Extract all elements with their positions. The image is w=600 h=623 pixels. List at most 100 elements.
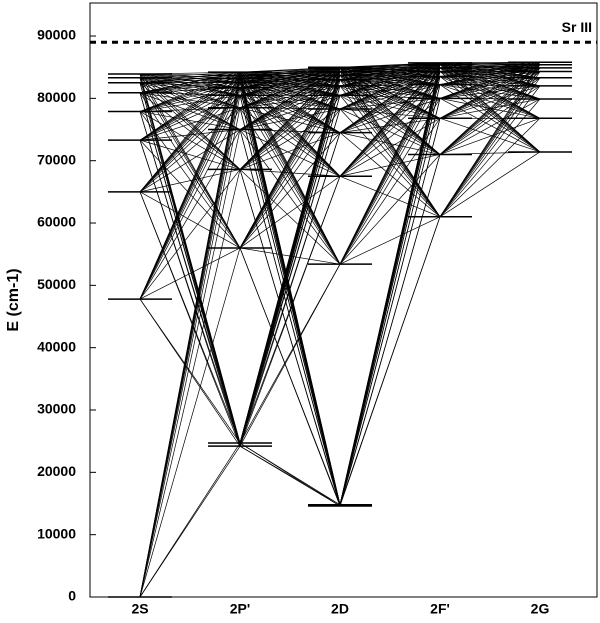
transition — [139, 72, 241, 300]
x-tick-label: 2D — [331, 601, 349, 617]
transition — [439, 85, 541, 218]
plot-frame — [89, 2, 598, 598]
transition — [339, 85, 441, 99]
transition — [439, 67, 541, 77]
transition — [239, 108, 341, 170]
transition — [139, 247, 241, 598]
transition — [339, 94, 441, 155]
transition — [239, 87, 341, 96]
transition — [239, 108, 341, 130]
transition — [439, 62, 541, 87]
transition — [339, 154, 441, 265]
transition — [239, 85, 341, 249]
transition — [339, 132, 441, 218]
transition — [339, 66, 441, 99]
transition — [439, 118, 541, 218]
transition — [239, 87, 341, 110]
transition — [239, 129, 341, 177]
transition — [339, 117, 441, 133]
transition — [139, 139, 241, 170]
transition — [239, 67, 341, 444]
transition — [339, 85, 441, 119]
transition — [339, 84, 441, 133]
transition — [439, 77, 541, 155]
transition — [139, 92, 241, 109]
transition — [239, 445, 341, 506]
transition — [239, 74, 341, 133]
transition — [139, 169, 241, 300]
transition — [139, 247, 241, 300]
transition — [239, 247, 341, 265]
transition — [139, 169, 241, 598]
x-tick-label: 2G — [531, 601, 550, 617]
transition — [339, 118, 441, 177]
transition — [239, 72, 341, 505]
y-tick-label: 30000 — [37, 401, 76, 417]
transition — [139, 73, 241, 89]
transition — [339, 95, 441, 218]
y-axis-label: E (cm-1) — [5, 268, 22, 331]
transition — [339, 118, 441, 265]
transition — [339, 118, 441, 505]
transition — [239, 169, 341, 505]
transition — [139, 111, 241, 130]
transition — [139, 87, 241, 141]
transition — [139, 87, 241, 94]
transition — [239, 107, 341, 177]
transition — [139, 298, 241, 444]
transition — [239, 442, 341, 506]
transition — [339, 108, 441, 155]
y-tick-label: 0 — [68, 588, 76, 604]
transition — [439, 151, 541, 218]
transition — [439, 84, 541, 119]
transition — [339, 76, 441, 265]
transition — [339, 76, 441, 133]
transition — [139, 82, 241, 109]
transition — [139, 82, 241, 96]
transition — [439, 62, 541, 69]
limit-label: Sr III — [562, 19, 592, 35]
transition — [139, 73, 241, 444]
transition — [339, 216, 441, 265]
transition — [439, 98, 541, 218]
transition — [439, 67, 541, 79]
transition — [339, 76, 441, 87]
transition — [339, 67, 441, 133]
transition — [239, 71, 341, 177]
transition — [139, 87, 241, 300]
transition — [439, 76, 541, 153]
transition — [239, 132, 341, 249]
transition — [339, 85, 441, 155]
transition — [239, 87, 341, 265]
transition — [239, 81, 341, 110]
transition — [339, 108, 441, 218]
transition — [439, 67, 541, 153]
transition — [239, 107, 341, 265]
transition — [139, 92, 241, 130]
transition — [339, 108, 441, 119]
x-tick-label: 2P' — [230, 601, 250, 617]
transition — [239, 71, 341, 81]
transition — [139, 111, 241, 170]
transition — [239, 81, 341, 96]
transition — [239, 78, 341, 87]
transition — [139, 73, 241, 109]
transition — [439, 117, 541, 153]
transition — [339, 71, 441, 87]
x-tick-label: 2S — [131, 601, 148, 617]
transition — [239, 74, 341, 89]
transition — [239, 81, 341, 177]
transition — [339, 216, 441, 505]
transition — [139, 169, 241, 193]
transition — [239, 129, 341, 505]
transition — [339, 67, 441, 217]
transition — [139, 73, 241, 83]
transition — [439, 85, 541, 119]
transition — [239, 95, 341, 444]
transition — [239, 79, 341, 130]
transition — [339, 98, 441, 265]
transition — [239, 263, 341, 444]
transition — [339, 154, 441, 177]
transition — [339, 79, 441, 86]
